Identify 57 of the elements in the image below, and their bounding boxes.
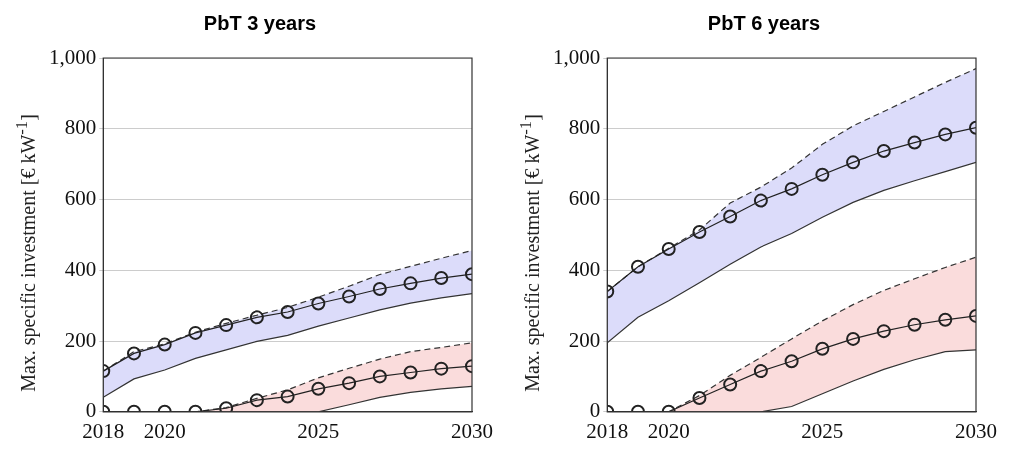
- point: [876, 324, 891, 339]
- chart-title: PbT 3 years: [203, 11, 317, 34]
- point: [907, 135, 922, 150]
- x-tick-label: 2020: [647, 418, 690, 443]
- point: [219, 318, 234, 333]
- point: [846, 331, 861, 346]
- point: [753, 364, 768, 379]
- chart-title: PbT 6 years: [707, 11, 821, 34]
- point: [938, 312, 953, 327]
- point: [630, 259, 645, 274]
- x-tick-label: 2025: [801, 418, 844, 443]
- point: [280, 389, 295, 404]
- point: [907, 317, 922, 332]
- y-tick-label: 600: [64, 186, 97, 211]
- x-tick-label: 2025: [297, 418, 340, 443]
- y-tick-label: 1,000: [553, 44, 601, 69]
- point: [188, 325, 203, 340]
- point: [723, 377, 738, 392]
- y-tick-label: 400: [568, 256, 601, 281]
- point: [311, 296, 326, 311]
- point: [876, 144, 891, 159]
- point: [846, 155, 861, 170]
- point: [311, 381, 326, 396]
- x-tick-label: 2030: [955, 418, 997, 443]
- point: [372, 282, 387, 297]
- point: [661, 242, 676, 257]
- point: [157, 337, 172, 352]
- point: [784, 354, 799, 369]
- point: [280, 305, 295, 320]
- point: [403, 365, 418, 380]
- point: [692, 225, 707, 240]
- point: [342, 289, 357, 304]
- point: [342, 376, 357, 391]
- y-tick-label: 1,000: [49, 44, 97, 69]
- point: [938, 127, 953, 142]
- point: [249, 393, 264, 408]
- x-tick-label: 2020: [143, 418, 186, 443]
- y-tick-label: 800: [64, 115, 97, 140]
- point: [434, 271, 449, 286]
- point: [753, 193, 768, 208]
- point: [249, 310, 264, 325]
- point: [434, 361, 449, 376]
- y-tick-label: 200: [568, 327, 601, 352]
- point: [403, 276, 418, 291]
- point: [372, 369, 387, 384]
- x-tick-label: 2030: [451, 418, 493, 443]
- point: [692, 391, 707, 405]
- y-tick-label: 400: [64, 256, 97, 281]
- point: [723, 209, 738, 224]
- y-tick-label: 800: [568, 115, 601, 140]
- y-tick-label: 600: [568, 186, 601, 211]
- point: [219, 401, 234, 412]
- point: [815, 341, 830, 356]
- point: [784, 181, 799, 196]
- y-tick-label: 200: [64, 327, 97, 352]
- point: [126, 346, 141, 361]
- point: [815, 167, 830, 182]
